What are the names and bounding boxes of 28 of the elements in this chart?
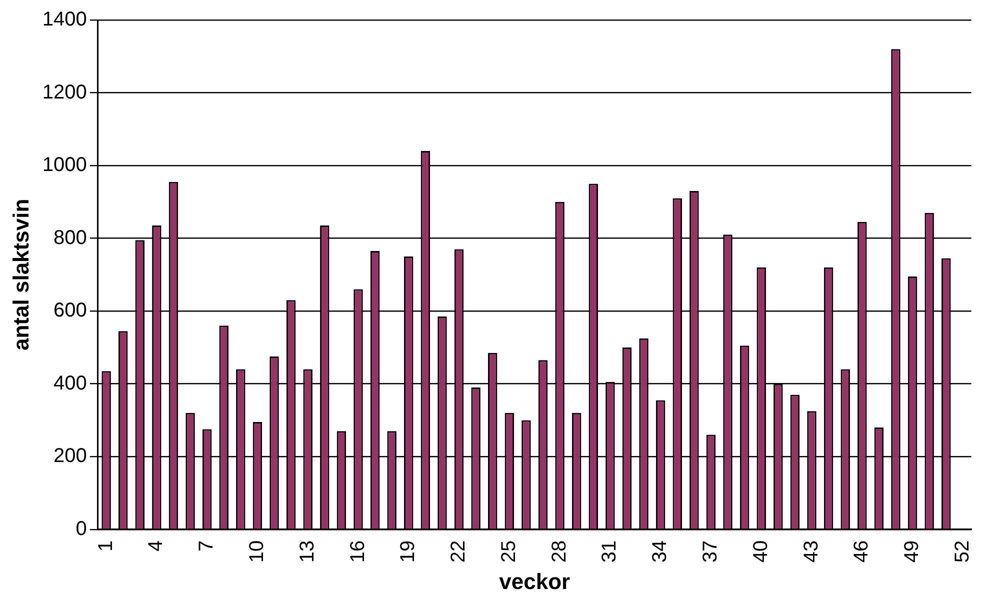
y-tick-label: 1400 <box>42 8 87 31</box>
x-tick-label: 25 <box>498 540 520 563</box>
x-tick-label: 13 <box>296 540 318 563</box>
x-tick-label: 4 <box>145 540 168 552</box>
y-tick-label: 200 <box>54 445 87 468</box>
x-tick-label: 46 <box>850 540 873 563</box>
x-tick-label: 28 <box>548 540 570 563</box>
x-tick-label: 1 <box>94 540 117 552</box>
x-tick-label: 22 <box>448 540 470 563</box>
x-tick-label: 16 <box>346 540 369 563</box>
y-tick-label: 1200 <box>42 81 87 104</box>
x-tick-label: 31 <box>598 540 621 563</box>
y-axis-title: antal slaktsvin <box>8 198 34 350</box>
x-tick-label: 49 <box>901 540 924 563</box>
x-tick-label: 10 <box>246 540 268 563</box>
y-tick-label: 1000 <box>42 154 87 176</box>
x-tick-label: 37 <box>699 540 722 563</box>
x-tick-label: 19 <box>397 540 420 563</box>
x-tick-label: 40 <box>750 540 772 563</box>
x-tick-label: 34 <box>649 540 672 563</box>
x-tick-label: 7 <box>196 540 218 552</box>
y-tick-label: 400 <box>54 372 87 394</box>
x-tick-label: 52 <box>951 540 974 563</box>
y-tick-label: 800 <box>54 226 87 249</box>
x-tick-label: 43 <box>800 540 822 563</box>
x-axis-title: veckor <box>499 568 571 594</box>
y-tick-label: 600 <box>54 300 87 322</box>
y-tick-label: 0 <box>76 518 87 540</box>
